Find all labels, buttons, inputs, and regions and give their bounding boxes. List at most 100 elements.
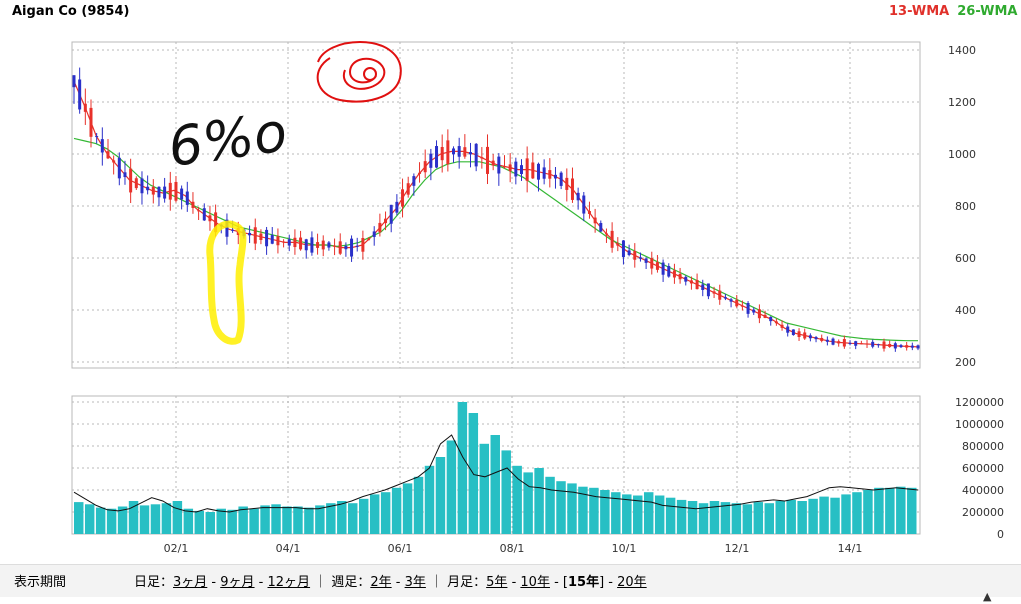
- candle-body: [616, 243, 620, 246]
- volume-bar: [665, 497, 676, 534]
- link-weekly-3y[interactable]: 3年: [404, 575, 426, 590]
- period-selector-bar: 表示期間 日足：3ヶ月 - 9ヶ月 - 12ヶ月 ｜ 週足：2年 - 3年 ｜ …: [0, 564, 1021, 597]
- candle-body: [502, 166, 506, 168]
- monthly-prefix: 月足：: [447, 575, 487, 590]
- candle-body: [384, 218, 388, 224]
- volume-bar: [709, 501, 720, 534]
- candle-body: [553, 174, 557, 179]
- volume-bar: [830, 497, 840, 534]
- candle-body: [191, 201, 195, 208]
- volume-bar: [622, 494, 632, 534]
- handwritten-percent-annotation: 6%o: [164, 100, 290, 179]
- candle-body: [208, 215, 212, 222]
- volume-bar: [885, 487, 895, 534]
- candle-body: [746, 303, 750, 314]
- red-scribble-annotation: [316, 40, 402, 103]
- candle-body: [452, 148, 456, 155]
- candle-body: [316, 242, 320, 248]
- volume-bar: [600, 490, 610, 534]
- volume-bar: [238, 506, 248, 534]
- candle-body: [820, 337, 824, 341]
- candle-body: [740, 305, 744, 307]
- candle-body: [214, 212, 218, 233]
- price-tick-label: 400: [955, 304, 976, 317]
- candle-body: [644, 258, 648, 263]
- candle-body: [440, 147, 444, 161]
- x-tick-label: 08/1: [500, 542, 525, 555]
- volume-bar: [753, 502, 764, 534]
- volume-bar: [731, 503, 742, 534]
- candle-body: [304, 239, 308, 251]
- link-monthly-10y[interactable]: 10年: [520, 575, 550, 590]
- volume-bar: [852, 492, 862, 534]
- link-daily-3m[interactable]: 3ヶ月: [173, 575, 208, 590]
- candle-body: [633, 251, 637, 260]
- volume-bar: [84, 504, 95, 534]
- candle-body: [378, 222, 382, 233]
- x-tick-label: 10/1: [612, 542, 637, 555]
- candle-body: [231, 229, 235, 231]
- candle-body: [752, 309, 756, 313]
- candle-body: [163, 186, 167, 199]
- candle-body: [423, 161, 427, 173]
- candle-body: [310, 237, 314, 253]
- candle-body: [905, 345, 909, 348]
- candle-body: [701, 284, 705, 290]
- candle-body: [469, 152, 473, 155]
- volume-bar: [841, 494, 851, 534]
- candle-body: [757, 309, 761, 319]
- candle-body: [270, 235, 274, 244]
- candle-body: [457, 146, 461, 157]
- candle-body: [684, 276, 688, 282]
- chart-title: Aigan Co (9854): [12, 4, 130, 19]
- candle-body: [706, 283, 710, 297]
- candle-body: [361, 238, 365, 252]
- volume-bar: [589, 487, 599, 534]
- link-weekly-2y[interactable]: 2年: [370, 575, 392, 590]
- corner-arrow-icon: ▲: [983, 590, 992, 603]
- candle-body: [610, 230, 614, 248]
- candle-body: [140, 178, 144, 194]
- candle-body: [282, 241, 286, 243]
- candle-body: [729, 299, 733, 302]
- candle-body: [865, 343, 869, 345]
- chart-legend: 13-WMA 26-WMA: [889, 4, 1019, 19]
- price-tick-label: 1200: [948, 96, 976, 109]
- volume-bar: [424, 465, 435, 534]
- candle-body: [514, 161, 518, 177]
- candle-body: [112, 160, 116, 163]
- candle-body: [78, 79, 82, 110]
- volume-tick-label: 1200000: [955, 396, 1004, 409]
- volume-bar: [205, 512, 215, 534]
- candle-body: [621, 240, 625, 258]
- candle-body: [287, 239, 291, 246]
- candle-body: [842, 339, 846, 347]
- candle-body: [774, 321, 778, 324]
- link-monthly-20y[interactable]: 20年: [617, 575, 647, 590]
- period-links: 日足：3ヶ月 - 9ヶ月 - 12ヶ月 ｜ 週足：2年 - 3年 ｜ 月足：5年…: [134, 575, 647, 590]
- candle-body: [486, 146, 490, 174]
- candle-body: [791, 329, 795, 336]
- candle-body: [134, 178, 138, 189]
- volume-tick-label: 1000000: [955, 418, 1004, 431]
- volume-bar: [413, 476, 424, 534]
- price-tick-label: 200: [955, 356, 976, 369]
- volume-bar: [95, 507, 106, 534]
- candle-body: [259, 233, 263, 240]
- volume-bar: [896, 486, 906, 534]
- link-daily-12m[interactable]: 12ヶ月: [267, 575, 311, 590]
- candle-body: [480, 157, 484, 159]
- x-tick-label: 14/1: [838, 542, 863, 555]
- candle-body: [429, 153, 433, 168]
- volume-bar: [764, 503, 775, 534]
- link-monthly-5y[interactable]: 5年: [486, 575, 508, 590]
- volume-bar: [490, 435, 500, 534]
- candle-body: [655, 262, 659, 270]
- link-daily-9m[interactable]: 9ヶ月: [220, 575, 255, 590]
- candle-body: [519, 165, 523, 175]
- candle-body: [689, 280, 693, 284]
- candle-body: [899, 345, 903, 348]
- candle-body: [542, 167, 546, 179]
- candle-body: [525, 158, 529, 181]
- candle-body: [401, 189, 405, 207]
